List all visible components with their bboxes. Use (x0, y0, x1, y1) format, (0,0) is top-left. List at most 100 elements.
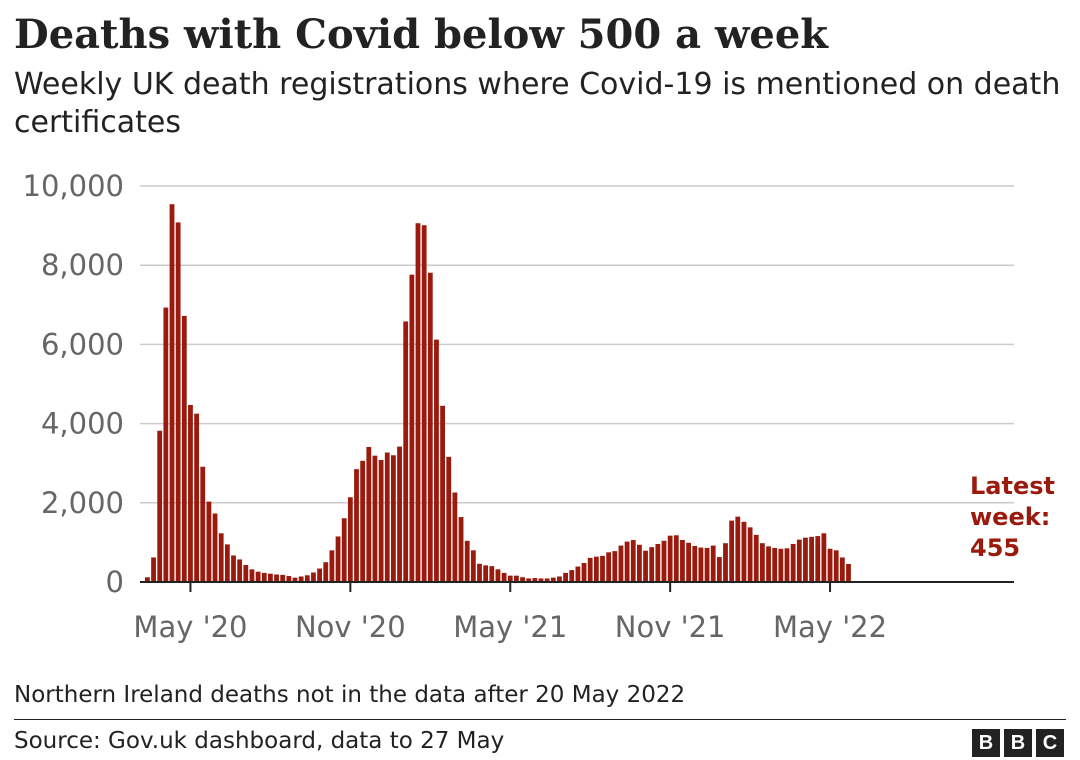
bar (569, 570, 575, 582)
bar (686, 542, 691, 582)
bar (452, 492, 458, 582)
bar (643, 550, 648, 582)
bar (790, 543, 796, 582)
bar (716, 557, 722, 582)
bar (323, 562, 329, 582)
bar (803, 537, 808, 582)
bar (311, 572, 316, 582)
bar (624, 541, 630, 582)
bar (231, 555, 236, 582)
bar (409, 274, 415, 582)
bar (618, 545, 624, 582)
chart-title: Deaths with Covid below 500 a week (14, 11, 828, 58)
bar (243, 564, 249, 582)
bar (557, 576, 562, 582)
bar (194, 413, 199, 582)
bar (581, 562, 587, 582)
x-tick-label: May '22 (773, 610, 887, 644)
bar (440, 405, 445, 582)
bbc-logo-letter: C (1036, 729, 1064, 757)
bar (200, 466, 206, 582)
bar (729, 520, 735, 582)
source-text: Source: Gov.uk dashboard, data to 27 May (14, 728, 505, 754)
bar (550, 577, 556, 582)
bar (218, 533, 224, 582)
bar (735, 516, 741, 582)
bar (317, 568, 322, 582)
bar (501, 572, 507, 582)
bar (538, 578, 544, 582)
x-axis-labels: May '20 Nov '20 May '21 Nov '21 May '22 (133, 582, 887, 644)
bar (261, 572, 267, 582)
bar (181, 315, 187, 582)
bar (403, 321, 409, 582)
bar (753, 534, 759, 582)
bar (821, 533, 827, 582)
bar (378, 460, 384, 582)
bbc-logo-letter: B (1004, 729, 1032, 757)
bar (667, 535, 673, 582)
gridlines (140, 185, 1014, 504)
bar (391, 455, 396, 582)
chart-subtitle: Weekly UK death registrations where Covi… (14, 67, 1061, 140)
bar (397, 446, 402, 582)
bar (520, 577, 525, 582)
bar (649, 547, 655, 582)
bbc-logo-letter: B (972, 729, 1000, 757)
bar (335, 536, 341, 582)
bar (563, 572, 568, 582)
bar (224, 544, 230, 582)
bar (163, 307, 169, 582)
bar (772, 547, 778, 582)
bar (483, 565, 489, 582)
bar (415, 223, 421, 582)
bar (427, 272, 433, 582)
bar (587, 557, 593, 582)
bar (157, 430, 163, 582)
bar (372, 455, 378, 582)
bar (169, 204, 175, 582)
latest-week-value: 455 (970, 534, 1020, 562)
bar (477, 563, 482, 582)
bar (680, 540, 685, 582)
bar (846, 563, 851, 582)
bar (815, 536, 821, 582)
bar (710, 545, 716, 582)
bar (661, 540, 667, 582)
bar (249, 569, 255, 582)
bar (237, 559, 243, 582)
footnote: Northern Ireland deaths not in the data … (14, 682, 686, 708)
bar (839, 557, 845, 582)
x-tick-label: May '20 (133, 610, 247, 644)
bar (151, 557, 156, 582)
y-tick-label: 10,000 (23, 169, 124, 203)
bar (145, 577, 150, 582)
bar (495, 569, 501, 582)
bar (514, 575, 519, 582)
bar (526, 578, 532, 582)
bar (600, 555, 605, 582)
bar (630, 540, 636, 582)
y-axis-labels: 0 2,000 4,000 6,000 8,000 10,000 (23, 169, 124, 599)
bar (704, 547, 710, 582)
bars (145, 204, 851, 582)
bar (212, 513, 218, 582)
bar (673, 535, 679, 582)
bar (489, 566, 495, 582)
bar (206, 501, 212, 582)
bar (366, 446, 372, 582)
bar (637, 544, 642, 582)
bar (532, 578, 538, 582)
y-tick-label: 0 (106, 565, 124, 599)
bar (809, 536, 814, 582)
bar (747, 527, 753, 582)
bar (280, 574, 286, 582)
bar (723, 543, 728, 582)
x-tick-label: Nov '20 (295, 610, 406, 644)
bar (360, 460, 366, 582)
bar (286, 576, 292, 582)
y-tick-label: 8,000 (41, 248, 124, 282)
bar (354, 469, 359, 582)
x-tick-label: May '21 (453, 610, 567, 644)
x-tick-label: Nov '21 (615, 610, 726, 644)
